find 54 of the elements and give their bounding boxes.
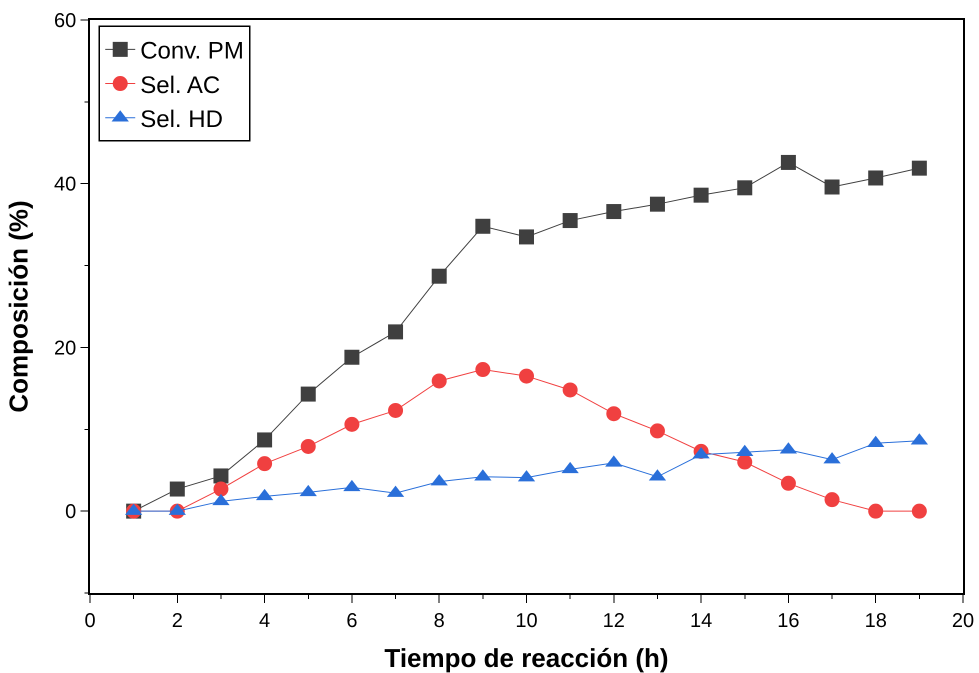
point bbox=[257, 432, 272, 448]
legend-label: Conv. PM bbox=[140, 38, 244, 65]
x-tick-label: 6 bbox=[346, 610, 358, 632]
x-tick-label: 10 bbox=[515, 610, 538, 632]
x-tick-label: 4 bbox=[259, 610, 270, 632]
point bbox=[912, 160, 927, 176]
x-tick-label: 18 bbox=[864, 610, 887, 632]
point bbox=[824, 492, 840, 508]
legend-label: Sel. HD bbox=[140, 106, 223, 134]
x-tick-label: 2 bbox=[172, 610, 183, 632]
point bbox=[562, 213, 578, 228]
point bbox=[300, 438, 316, 454]
point bbox=[519, 368, 534, 384]
point bbox=[562, 382, 578, 398]
point bbox=[257, 456, 272, 472]
x-tick-label: 20 bbox=[952, 610, 974, 632]
point bbox=[344, 416, 360, 432]
point bbox=[737, 454, 752, 470]
point bbox=[170, 482, 185, 497]
x-axis-title: Tiempo de reacción (h) bbox=[384, 643, 669, 673]
point bbox=[388, 402, 404, 418]
point bbox=[519, 229, 534, 244]
point bbox=[694, 188, 709, 203]
point bbox=[912, 504, 927, 519]
point bbox=[388, 324, 404, 340]
point bbox=[606, 406, 622, 422]
point bbox=[650, 196, 665, 212]
x-tick-label: 8 bbox=[434, 610, 445, 632]
y-tick-label: 20 bbox=[54, 337, 76, 360]
point bbox=[780, 154, 796, 170]
x-tick-label: 14 bbox=[690, 610, 712, 632]
point bbox=[868, 504, 884, 519]
point bbox=[344, 350, 360, 365]
point bbox=[213, 468, 228, 484]
point bbox=[300, 386, 316, 402]
x-tick-label: 12 bbox=[602, 610, 625, 632]
point bbox=[475, 362, 490, 378]
y-tick-label: 60 bbox=[54, 10, 76, 32]
x-tick-label: 0 bbox=[84, 610, 96, 632]
y-tick-label: 0 bbox=[65, 501, 76, 524]
x-tick-label: 16 bbox=[777, 610, 800, 632]
y-tick-label: 40 bbox=[54, 174, 76, 196]
point bbox=[824, 179, 840, 194]
y-axis-title: Composición (%) bbox=[4, 200, 34, 413]
point bbox=[432, 268, 447, 284]
point bbox=[650, 423, 665, 438]
point bbox=[213, 482, 228, 497]
point bbox=[606, 204, 622, 220]
point bbox=[780, 476, 796, 491]
point bbox=[868, 170, 884, 186]
point bbox=[475, 218, 490, 234]
point bbox=[432, 373, 447, 388]
legend-label: Sel. AC bbox=[140, 72, 220, 99]
point bbox=[737, 180, 752, 196]
